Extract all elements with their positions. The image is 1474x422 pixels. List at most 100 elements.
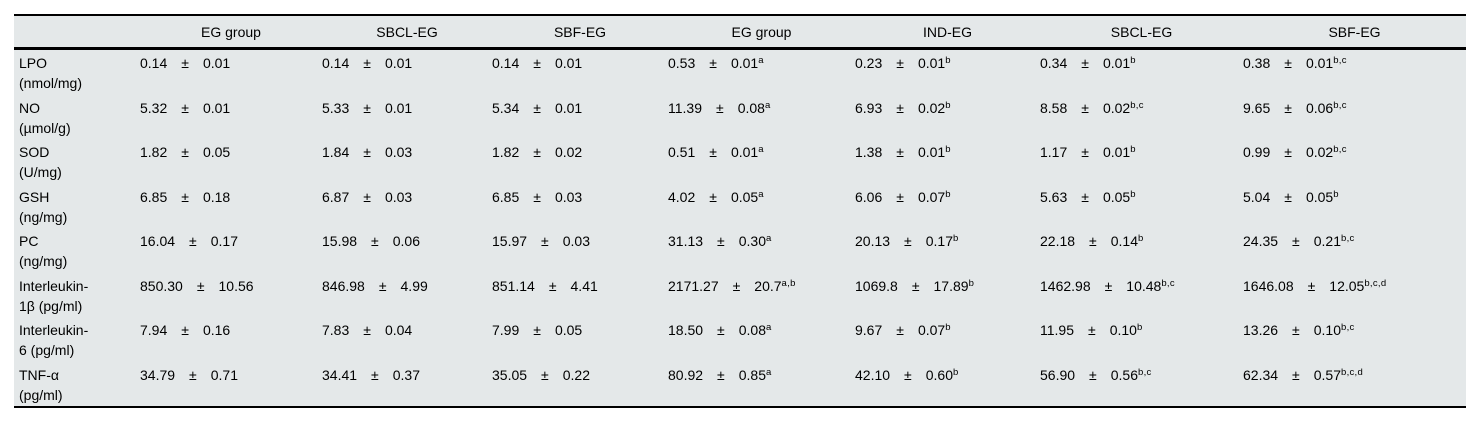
sd-number: 10.56 [218,277,254,294]
value-cell: 1.82 ±0.02 [492,142,668,162]
value-cell: 56.90 ±0.56b,c [1040,365,1243,385]
sd-number: 0.56 [1110,366,1138,383]
significance-superscript: b,c [1333,99,1347,111]
sd-number: 0.07 [917,188,946,205]
significance-superscript: a [758,144,764,156]
sd-number: 4.99 [400,277,428,294]
mean-value: 851.14 [492,277,535,294]
mean-value: 5.32 [140,99,168,116]
significance-superscript: a [765,233,772,245]
significance-superscript: b,c,d [1364,277,1387,289]
significance-superscript: b,c [1340,322,1355,334]
sd-number: 0.02 [554,144,583,160]
row-label: GSH (ng/mg) [14,187,140,227]
sd-value: 0.56b,c [1111,365,1152,385]
sd-value: 0.08a [738,98,771,118]
sd-number: 4.41 [570,277,598,294]
sd-value: 0.07b [918,320,951,340]
mean-value: 5.34 [492,99,520,116]
plus-minus-sign: ± [896,188,904,205]
sd-number: 0.01 [384,99,413,116]
value-cell: 7.83 ±0.04 [322,320,492,340]
significance-superscript: b,c,d [1340,366,1364,378]
sd-number: 0.05 [554,322,583,338]
sd-value: 0.03 [385,187,412,207]
mean-value: 42.10 [855,366,891,383]
significance-superscript: b [945,144,951,156]
significance-superscript: a [764,99,771,111]
mean-value: 1.38 [855,144,883,160]
row-label-unit: 1β (pg/ml) [19,297,83,314]
row-label: Interleukin- 6 (pg/ml) [14,320,140,360]
sd-number: 0.08 [738,322,766,338]
sd-value: 0.01b [918,142,951,162]
significance-superscript: a [765,366,772,378]
mean-value: 5.04 [1243,188,1271,205]
value-cell: 1.38 ±0.01b [855,142,1040,162]
value-cell: 1462.98 ±10.48b,c [1040,276,1243,296]
plus-minus-sign: ± [1081,144,1089,160]
mean-value: 1069.8 [855,277,898,294]
sd-value: 0.01a [731,53,764,73]
plus-minus-sign: ± [732,277,741,294]
plus-minus-sign: ± [1104,277,1113,294]
value-cell: 35.05 ±0.22 [492,365,668,385]
value-cell: 5.33 ±0.01 [322,98,492,118]
row-label: PC (ng/mg) [14,231,140,271]
plus-minus-sign: ± [1284,144,1292,160]
sd-value: 0.02b,c [1306,142,1347,162]
mean-value: 56.90 [1040,366,1076,383]
row-label-name: Interleukin- [19,277,89,294]
sd-number: 0.05 [1102,188,1131,205]
sd-number: 12.05 [1329,277,1365,294]
sd-value: 0.57b,c,d [1314,365,1363,385]
sd-value: 0.01 [203,53,230,73]
plus-minus-sign: ± [1089,366,1097,383]
plus-minus-sign: ± [181,144,189,160]
plus-minus-sign: ± [196,277,205,294]
sd-value: 0.01 [555,98,582,118]
value-cell: 0.53 ±0.01a [668,53,855,73]
significance-superscript: b [945,99,951,111]
mean-value: 34.41 [322,366,358,383]
sd-number: 0.01 [384,55,413,71]
mean-value: 6.85 [492,188,520,205]
sd-number: 0.02 [1305,144,1334,160]
value-cell: 22.18 ±0.14b [1040,231,1243,251]
value-cell: 80.92 ±0.85a [668,365,855,385]
significance-superscript: b [952,233,959,245]
table-row: NO (µmol/g) 5.32 ±0.01 5.33 ±0.01 5.34 ±0.01 11.… [14,95,1466,140]
mean-value: 22.18 [1040,233,1076,249]
table-row: Interleukin- 1β (pg/ml) 850.30 ±10.56 846.98… [14,273,1466,318]
plus-minus-sign: ± [1292,322,1300,338]
plus-minus-sign: ± [363,55,371,71]
row-label: LPO (nmol/mg) [14,53,140,93]
value-cell: 0.23 ±0.01b [855,53,1040,73]
header-cell: SBF-EG [553,23,607,40]
value-cell: 15.98 ±0.06 [322,231,492,251]
sd-number: 0.14 [1110,233,1138,249]
plus-minus-sign: ± [1284,188,1292,205]
row-label-name: LPO [19,55,48,71]
sd-value: 0.05b [1103,187,1136,207]
header-cell: SBCL-EG [1110,23,1173,40]
header-cell: EG group [201,23,261,40]
value-cell: 1.17 ±0.01b [1040,142,1243,162]
sd-value: 17.89b [934,276,975,296]
sd-number: 0.57 [1313,366,1341,383]
value-cell: 24.35 ±0.21b,c [1243,231,1466,251]
sd-value: 4.99 [401,276,428,296]
plus-minus-sign: ± [363,322,371,338]
sd-value: 0.03 [555,187,582,207]
sd-number: 0.02 [1102,99,1131,116]
mean-value: 0.34 [1040,55,1068,71]
row-label-unit: (nmol/mg) [19,75,83,91]
sd-number: 0.01 [202,55,231,71]
mean-value: 6.87 [322,188,350,205]
value-cell: 4.02 ±0.05a [668,187,855,207]
mean-value: 35.05 [492,366,528,383]
row-label: Interleukin- 1β (pg/ml) [14,276,140,316]
plus-minus-sign: ± [1307,277,1316,294]
mean-value: 11.95 [1040,322,1074,338]
value-cell: 11.39 ±0.08a [668,98,855,118]
